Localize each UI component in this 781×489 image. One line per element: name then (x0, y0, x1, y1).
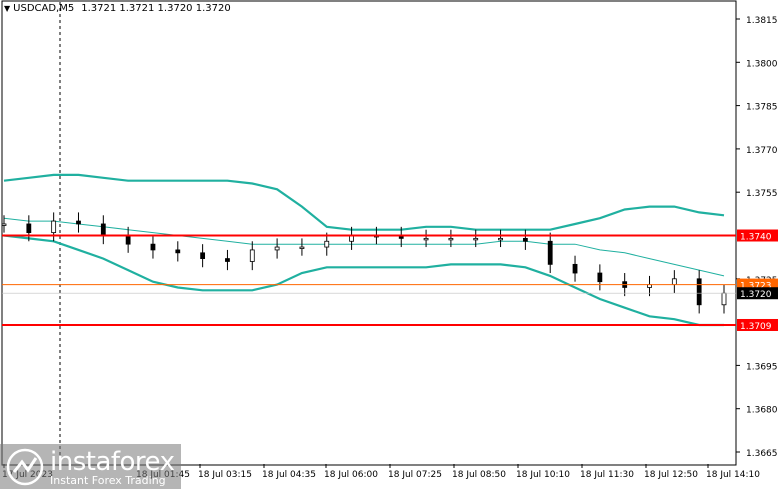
price-tick-label: 1.3695 (746, 362, 778, 372)
candle-body (175, 249, 181, 254)
candle-body (671, 278, 677, 285)
candle-body (522, 237, 528, 242)
watermark-logo: instaforex Instant Forex Trading (0, 444, 181, 489)
price-tick-label: 1.3785 (746, 103, 778, 113)
logo-brand: instaforex (50, 447, 175, 477)
time-tick-label: 18 Jul 03:15 (198, 470, 252, 480)
candle-body (324, 240, 330, 248)
candle-body (125, 235, 131, 245)
time-tick-label: 18 Jul 14:10 (706, 470, 760, 480)
candle-body (721, 292, 727, 306)
candle-body (299, 246, 305, 249)
price-tick-label: 1.3815 (746, 16, 778, 26)
time-tick-label: 18 Jul 04:35 (262, 470, 316, 480)
candle-body (100, 223, 106, 236)
candle-body (225, 258, 230, 262)
price-tick-label: 1.3680 (746, 406, 778, 416)
candle-body (572, 263, 578, 274)
time-tick-label: 18 Jul 07:25 (388, 470, 442, 480)
candle-body (51, 220, 57, 234)
symbol-label: USDCAD,M5 (13, 3, 75, 14)
middle_ma-line (3, 217, 725, 277)
level-tag-1.3720 (737, 287, 778, 300)
level-tag-label: 1.3740 (740, 233, 772, 243)
price-tick-label: 1.3770 (746, 146, 778, 156)
candle-body (498, 237, 503, 241)
candle-body (547, 240, 553, 265)
candle-body (696, 278, 702, 306)
logo-tagline: Instant Forex Trading (50, 474, 166, 487)
candle-body (200, 252, 206, 259)
upper_band-line (3, 173, 725, 231)
candle-body (597, 272, 603, 283)
price-tick-label: 1.3755 (746, 189, 778, 199)
lower_band-line (3, 234, 724, 327)
time-tick-label: 18 Jul 10:10 (516, 470, 570, 480)
level-tag-label: 1.3723 (740, 282, 772, 292)
level-tag-label: 1.3720 (740, 290, 772, 300)
candle-body (249, 249, 255, 262)
dropdown-triangle-icon[interactable]: ▼ (4, 4, 11, 13)
candle-body (150, 243, 156, 251)
price-tick-label: 1.3665 (746, 449, 778, 459)
chart-header: ▼ USDCAD,M5 1.3721 1.3721 1.3720 1.3720 (4, 3, 231, 14)
level-tag-1.3709 (737, 318, 778, 331)
candle-body (448, 237, 454, 241)
candle-body (423, 237, 429, 241)
time-tick-label: 18 Jul 06:00 (324, 470, 378, 480)
time-tick-label: 18 Jul 12:50 (644, 470, 698, 480)
level-tag-label: 1.3709 (740, 322, 772, 332)
instaforex-logo-icon (6, 448, 44, 486)
candle-body (1, 223, 7, 226)
ohlc-values: 1.3721 1.3721 1.3720 1.3720 (81, 3, 231, 14)
candle-body (473, 237, 479, 241)
level-tag-1.3740 (737, 229, 778, 242)
candle-body (26, 223, 32, 234)
time-tick-label: 18 Jul 08:50 (452, 470, 506, 480)
time-tick-label: 18 Jul 11:30 (580, 470, 634, 480)
price-tick-label: 1.3800 (746, 59, 778, 69)
candle-body (76, 220, 81, 225)
candle-body (274, 246, 280, 251)
plot-frame (1, 0, 737, 466)
